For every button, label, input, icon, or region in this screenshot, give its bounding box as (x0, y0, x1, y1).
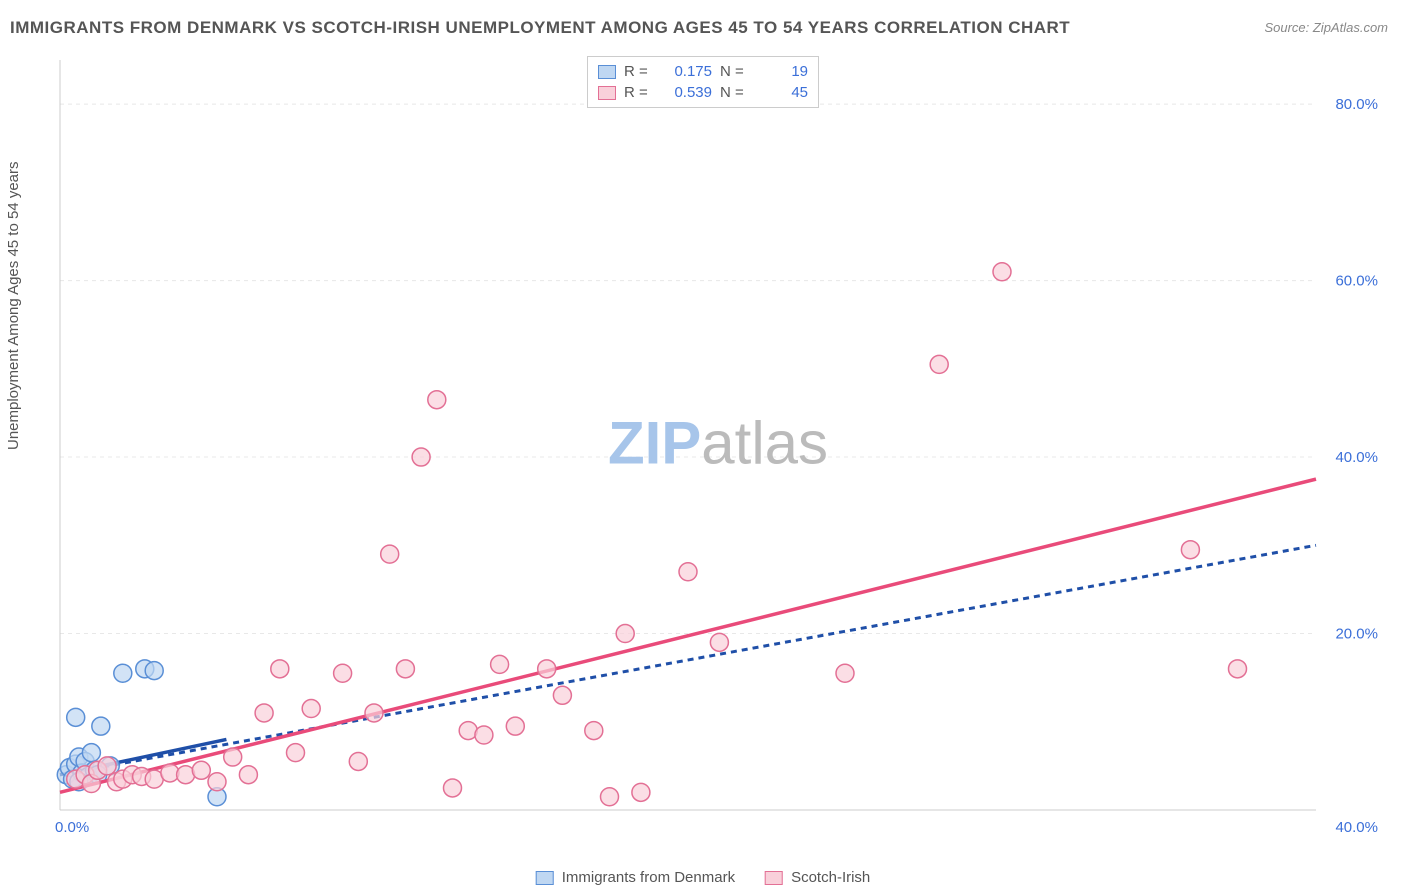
n-value: 45 (758, 84, 808, 101)
r-label: R = (624, 63, 654, 80)
legend-swatch-icon (536, 871, 554, 885)
legend-swatch-icon (598, 65, 616, 79)
n-label: N = (720, 63, 750, 80)
legend-swatch-icon (598, 86, 616, 100)
r-value: 0.539 (662, 84, 712, 101)
legend-row-scotch-irish: R = 0.539 N = 45 (598, 82, 808, 103)
chart-title: IMMIGRANTS FROM DENMARK VS SCOTCH-IRISH … (10, 18, 1070, 38)
legend-item-label: Scotch-Irish (791, 869, 870, 886)
legend-item-label: Immigrants from Denmark (562, 869, 735, 886)
legend-swatch-icon (765, 871, 783, 885)
scatter-plot-svg: 20.0% 40.0% 60.0% 80.0% 0.0% 40.0% (50, 50, 1386, 850)
svg-text:40.0%: 40.0% (1335, 819, 1378, 836)
svg-text:80.0%: 80.0% (1335, 96, 1378, 113)
svg-text:0.0%: 0.0% (55, 819, 89, 836)
chart-container: IMMIGRANTS FROM DENMARK VS SCOTCH-IRISH … (0, 0, 1406, 892)
legend-item-denmark: Immigrants from Denmark (536, 869, 735, 886)
y-axis-label: Unemployment Among Ages 45 to 54 years (5, 161, 22, 450)
correlation-legend: R = 0.175 N = 19 R = 0.539 N = 45 (587, 56, 819, 108)
r-value: 0.175 (662, 63, 712, 80)
svg-text:40.0%: 40.0% (1335, 449, 1378, 466)
n-label: N = (720, 84, 750, 101)
source-label: Source: ZipAtlas.com (1264, 20, 1388, 35)
r-label: R = (624, 84, 654, 101)
svg-text:60.0%: 60.0% (1335, 273, 1378, 290)
plot-area: 20.0%40.0%60.0%80.0%0.0%40.0% ZIPatlas (50, 50, 1386, 850)
series-legend: Immigrants from Denmark Scotch-Irish (536, 869, 871, 886)
legend-item-scotch-irish: Scotch-Irish (765, 869, 870, 886)
n-value: 19 (758, 63, 808, 80)
legend-row-denmark: R = 0.175 N = 19 (598, 61, 808, 82)
svg-text:20.0%: 20.0% (1335, 626, 1378, 643)
